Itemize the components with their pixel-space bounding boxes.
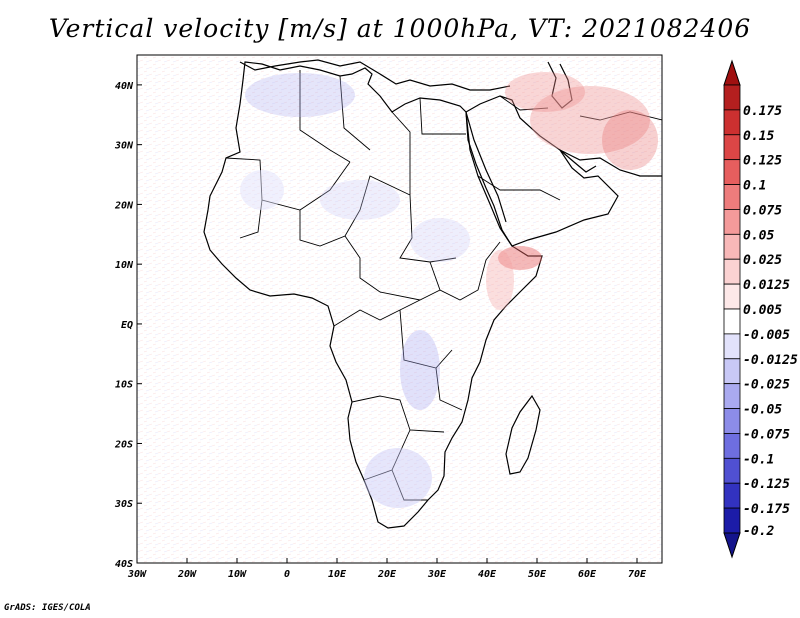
colorbar-swatch [723, 482, 741, 509]
lon-tick-label: 50E [528, 569, 547, 580]
colorbar-swatch [723, 258, 741, 285]
lon-tick-label: 10E [328, 569, 347, 580]
map-frame [136, 54, 663, 564]
colorbar-label: 0.15 [743, 129, 774, 144]
colorbar-swatch [723, 457, 741, 484]
lat-tick-label: 40S [115, 559, 133, 570]
velocity-field [240, 72, 658, 508]
colorbar-label: -0.05 [743, 403, 782, 418]
lat-tick-label: 10N [115, 260, 134, 271]
colorbar-top-arrow [723, 59, 741, 86]
colorbar: 0.175 0.15 0.125 0.1 0.075 0.05 0.025 0.0125 0.0… [723, 59, 798, 559]
asia-coastline [559, 149, 662, 177]
map-plot-area [136, 54, 663, 564]
europe-coastline [239, 59, 511, 91]
colorbar-swatch [723, 84, 741, 111]
colorbar-swatch [723, 383, 741, 409]
colorbar-swatch [723, 209, 741, 235]
colorbar-swatch [723, 333, 741, 360]
lon-tick-label: 0 [284, 569, 290, 580]
red-sea-coast [465, 111, 507, 223]
lat-tick-label: 10S [115, 380, 133, 391]
colorbar-label: -0.125 [743, 477, 790, 492]
colorbar-swatch [723, 433, 741, 459]
axis-ticks: 30W 20W 10W 0 10E 20E 30E 40E 50E 60E 70E 40N 30N 20N… [114, 81, 647, 580]
lon-tick-label: 40E [478, 569, 497, 580]
colorbar-label: 0.005 [743, 303, 782, 318]
colorbar-label: 0.075 [743, 203, 782, 218]
colorbar-label: 0.05 [743, 228, 774, 243]
lon-tick-label: 70E [628, 569, 647, 580]
colorbar-swatch [723, 408, 741, 434]
colorbar-swatch [723, 308, 741, 335]
lon-tick-label: 20W [177, 569, 197, 580]
lat-tick-label: 20S [114, 439, 133, 450]
colorbar-bottom-arrow [723, 532, 741, 559]
colorbar-label: -0.005 [743, 328, 790, 343]
lon-tick-label: 60E [578, 569, 597, 580]
colorbar-swatch [723, 159, 741, 185]
colorbar-label: -0.175 [743, 502, 790, 517]
colorbar-label: -0.075 [743, 427, 790, 442]
colorbar-label: -0.0125 [743, 353, 798, 368]
country-borders [225, 70, 662, 501]
colorbar-swatch [723, 283, 741, 310]
lon-tick-label: 30E [427, 569, 447, 580]
colorbar-swatch [723, 109, 741, 136]
colorbar-label: 0.0125 [743, 278, 790, 293]
lon-tick-label: 10W [228, 569, 247, 580]
colorbar-label: 0.175 [743, 104, 782, 119]
lon-tick-label: 20E [377, 569, 397, 580]
colorbar-swatch [723, 184, 741, 210]
colorbar-label: 0.1 [743, 179, 766, 194]
africa-coastline [203, 61, 543, 529]
colorbar-swatch [723, 358, 741, 385]
lat-tick-label: 30S [114, 499, 133, 510]
lat-tick-label: 40N [115, 81, 134, 92]
colorbar-label: 0.025 [743, 253, 782, 268]
colorbar-label: -0.025 [743, 378, 790, 393]
colorbar-swatch [723, 507, 741, 534]
caspian-coastline [547, 61, 573, 109]
colorbar-label: 0.125 [743, 154, 782, 169]
lat-tick-label: 20N [114, 200, 134, 211]
madagascar-coastline [505, 394, 541, 475]
lon-tick-label: 30W [127, 569, 147, 580]
colorbar-swatch [723, 134, 741, 161]
colorbar-label: -0.1 [743, 452, 774, 467]
lat-tick-label: EQ [121, 320, 133, 331]
colorbar-label: -0.2 [743, 524, 774, 539]
lat-tick-label: 30N [114, 141, 134, 152]
persian-gulf-coast [559, 149, 597, 173]
colorbar-swatch [723, 233, 741, 260]
map-title: Vertical velocity [m/s] at 1000hPa, VT: … [48, 14, 752, 43]
grads-credit: GrADS: IGES/COLA [4, 603, 91, 613]
